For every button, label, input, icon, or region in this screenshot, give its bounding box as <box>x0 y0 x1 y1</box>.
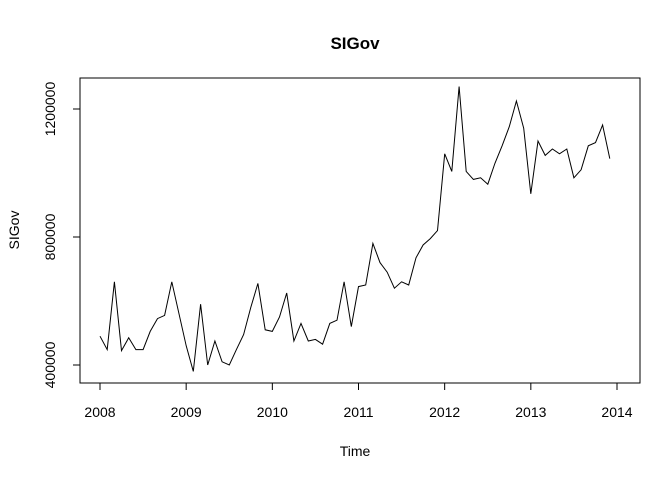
x-tick-label: 2008 <box>84 404 115 420</box>
x-axis: 2008 2009 2010 2011 2012 2013 2014 <box>84 382 633 420</box>
x-tick-label: 2010 <box>257 404 288 420</box>
x-tick-label: 2013 <box>515 404 546 420</box>
y-axis-label: SIGov <box>6 211 22 250</box>
series-line <box>99 86 611 372</box>
x-tick-label: 2011 <box>343 404 373 420</box>
y-tick-label: 400000 <box>42 341 58 388</box>
plot-frame <box>79 77 641 384</box>
x-tick-label: 2009 <box>171 404 202 420</box>
x-tick-label: 2014 <box>601 404 632 420</box>
x-tick-label: 2012 <box>429 404 460 420</box>
y-axis: 400000 800000 1200000 <box>42 82 81 388</box>
y-tick-label: 1200000 <box>42 82 58 137</box>
x-axis-label: Time <box>340 443 371 459</box>
y-tick-label: 800000 <box>42 213 58 260</box>
chart-title: SIGov <box>330 34 380 53</box>
